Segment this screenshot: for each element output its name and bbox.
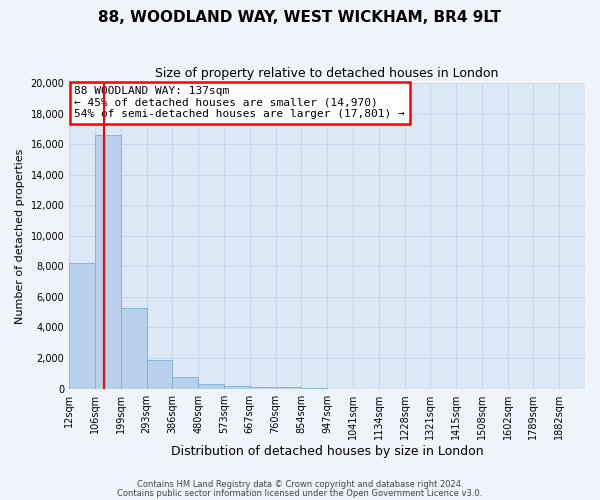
Bar [224, 386, 250, 388]
Bar [172, 377, 198, 388]
Bar [250, 387, 275, 388]
Bar [198, 384, 224, 388]
Y-axis label: Number of detached properties: Number of detached properties [15, 148, 25, 324]
X-axis label: Distribution of detached houses by size in London: Distribution of detached houses by size … [171, 444, 484, 458]
Bar [121, 308, 146, 388]
Text: 88 WOODLAND WAY: 137sqm
← 45% of detached houses are smaller (14,970)
54% of sem: 88 WOODLAND WAY: 137sqm ← 45% of detache… [74, 86, 405, 120]
Title: Size of property relative to detached houses in London: Size of property relative to detached ho… [155, 68, 499, 80]
Bar [69, 264, 95, 388]
Text: Contains HM Land Registry data © Crown copyright and database right 2024.: Contains HM Land Registry data © Crown c… [137, 480, 463, 489]
Text: Contains public sector information licensed under the Open Government Licence v3: Contains public sector information licen… [118, 488, 482, 498]
Text: 88, WOODLAND WAY, WEST WICKHAM, BR4 9LT: 88, WOODLAND WAY, WEST WICKHAM, BR4 9LT [98, 10, 502, 25]
Bar [95, 135, 121, 388]
Bar [146, 360, 172, 388]
